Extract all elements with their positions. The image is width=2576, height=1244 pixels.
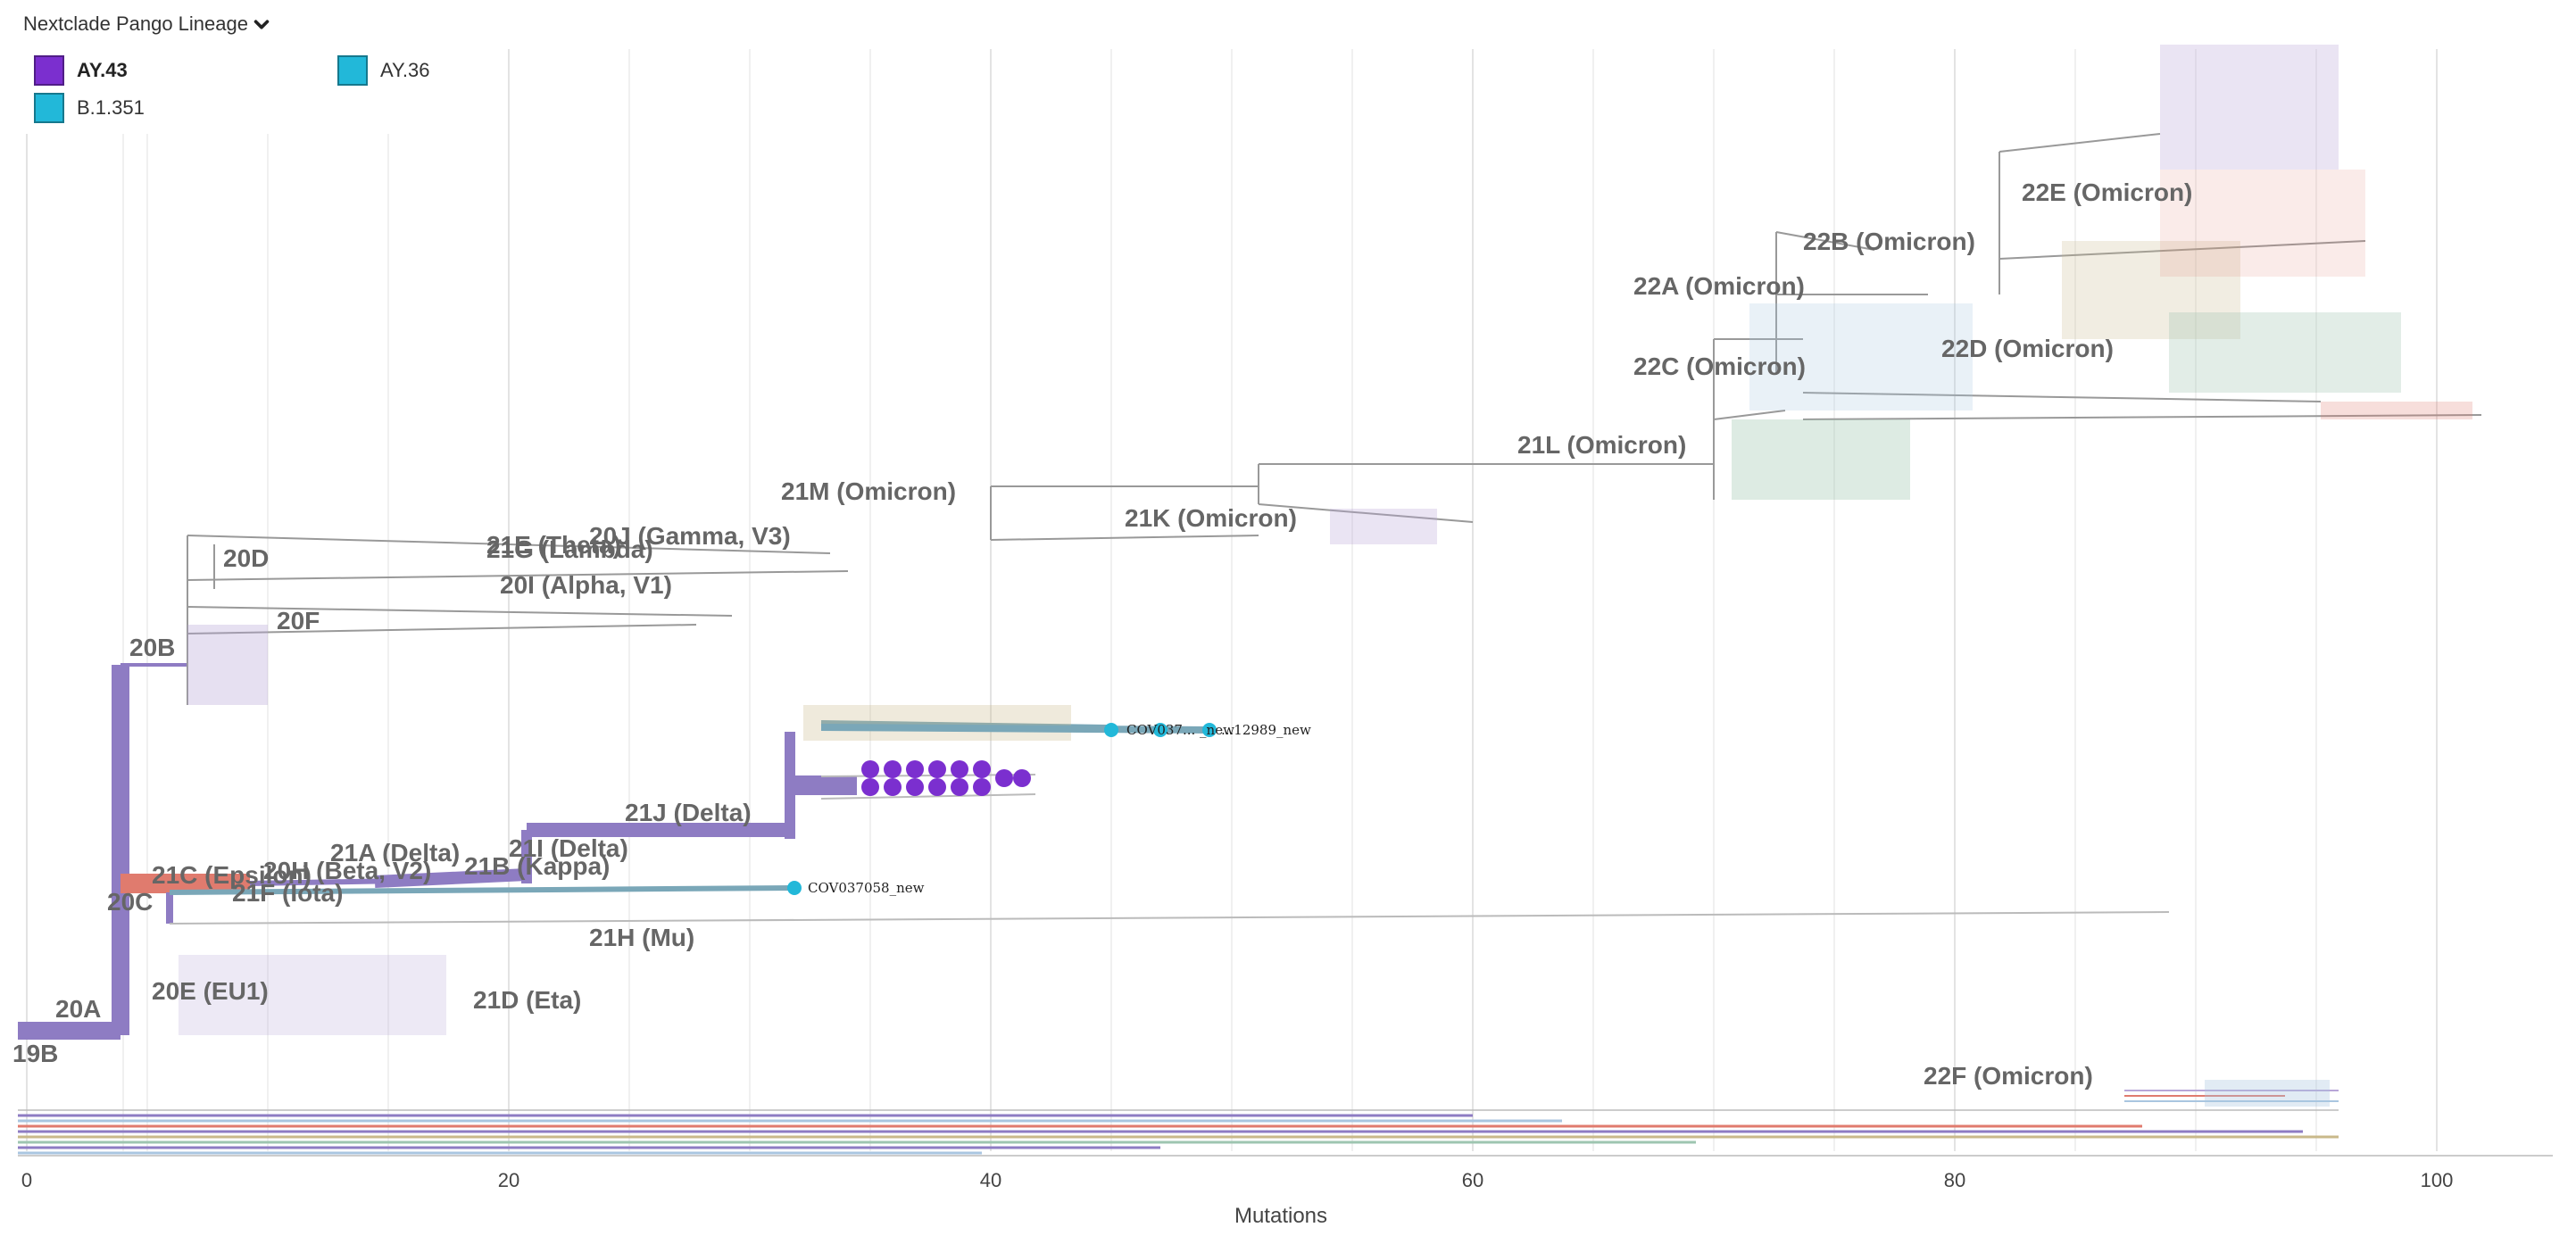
legend-swatch-ay36 — [337, 55, 368, 86]
tip-label-upper-end: ...12989_new — [1221, 722, 1311, 738]
clade-label-20B: 20B — [129, 634, 175, 661]
clade-label-22C: 22C (Omicron) — [1633, 352, 1806, 380]
chevron-down-icon — [253, 20, 270, 29]
colored-leaf-clusters — [179, 45, 2472, 1107]
clade-label-21G: 21G (Lambda) — [486, 535, 653, 563]
clade-label-20H: 20H (Beta, V2) — [263, 857, 431, 884]
clade-label-21D: 21D (Eta) — [473, 986, 581, 1014]
clade-label-22E: 22E (Omicron) — [2022, 178, 2192, 206]
tip-label-cov037058: COV037058_new — [808, 880, 925, 896]
bottom-branch-band — [18, 1090, 2339, 1155]
upper-branches — [187, 133, 2482, 705]
legend-label-b1351: B.1.351 — [77, 96, 145, 119]
clade-label-21F: 21F (Iota) — [232, 879, 343, 907]
x-tick-100: 100 — [2421, 1169, 2454, 1191]
legend-item-ay43[interactable]: AY.43 — [34, 55, 128, 86]
legend-color-by-dropdown[interactable]: Nextclade Pango Lineage — [23, 12, 271, 36]
clade-label-21B: 21B (Kappa) — [464, 852, 610, 880]
x-tick-60: 60 — [1462, 1169, 1483, 1191]
legend-title: Nextclade Pango Lineage — [23, 12, 248, 35]
clade-label-20J: 20J (Gamma, V3) — [589, 522, 791, 550]
clade-labels: 19B 20A 20B 20C 20D 20F 20E (EU1) 21D (E… — [12, 178, 2192, 1090]
clade-label-21L: 21L (Omicron) — [1517, 431, 1686, 459]
x-tick-0: 0 — [21, 1169, 32, 1191]
x-tick-20: 20 — [498, 1169, 519, 1191]
ay43-cluster[interactable] — [861, 760, 1031, 796]
tip-cov037058[interactable] — [787, 881, 802, 895]
tip-ay36-1[interactable] — [1104, 723, 1118, 737]
clade-label-20C: 20C — [107, 888, 153, 916]
clade-label-21H: 21H (Mu) — [589, 924, 694, 951]
clade-label-21M: 21M (Omicron) — [781, 477, 956, 505]
legend-swatch-ay43 — [34, 55, 64, 86]
clade-label-21J: 21J (Delta) — [625, 799, 752, 826]
clade-label-20D: 20D — [223, 544, 269, 572]
x-tick-40: 40 — [980, 1169, 1001, 1191]
clade-label-22D: 22D (Omicron) — [1941, 335, 2114, 362]
legend-label-ay43: AY.43 — [77, 59, 128, 81]
clade-label-20I: 20I (Alpha, V1) — [500, 571, 672, 599]
x-axis: 0 20 40 60 80 100 Mutations — [18, 1155, 2553, 1228]
tip-ay36-3[interactable] — [1202, 723, 1217, 737]
clade-label-21I: 21I (Delta) — [509, 834, 628, 862]
clade-label-22B: 22B (Omicron) — [1803, 228, 1975, 255]
clade-label-20A: 20A — [55, 995, 101, 1023]
clade-label-22A: 22A (Omicron) — [1633, 272, 1805, 300]
x-tick-80: 80 — [1944, 1169, 1965, 1191]
legend-label-ay36: AY.36 — [380, 59, 430, 81]
clade-label-20F: 20F — [277, 607, 320, 634]
clade-label-21A: 21A (Delta) — [330, 839, 460, 867]
grid — [26, 49, 2438, 1151]
highlighted-tips[interactable]: COV037... _new ...12989_new COV037058_ne… — [787, 722, 1311, 896]
clade-label-21C: 21C (Epsilon) — [152, 861, 312, 889]
legend-item-b1351[interactable]: B.1.351 — [34, 93, 145, 123]
clade-label-22F: 22F (Omicron) — [1924, 1062, 2093, 1090]
x-axis-title: Mutations — [1234, 1204, 1327, 1228]
clade-label-20E: 20E (EU1) — [152, 977, 269, 1005]
clade-label-21K: 21K (Omicron) — [1125, 504, 1297, 532]
clade-label-19B: 19B — [12, 1040, 58, 1067]
legend-item-ay36[interactable]: AY.36 — [337, 55, 429, 86]
tip-ay36-2[interactable] — [1153, 723, 1168, 737]
tip-label-upper: COV037... _new — [1126, 722, 1234, 738]
legend-swatch-b1351 — [34, 93, 64, 123]
clade-label-21E: 21E (Theta) — [486, 531, 621, 559]
